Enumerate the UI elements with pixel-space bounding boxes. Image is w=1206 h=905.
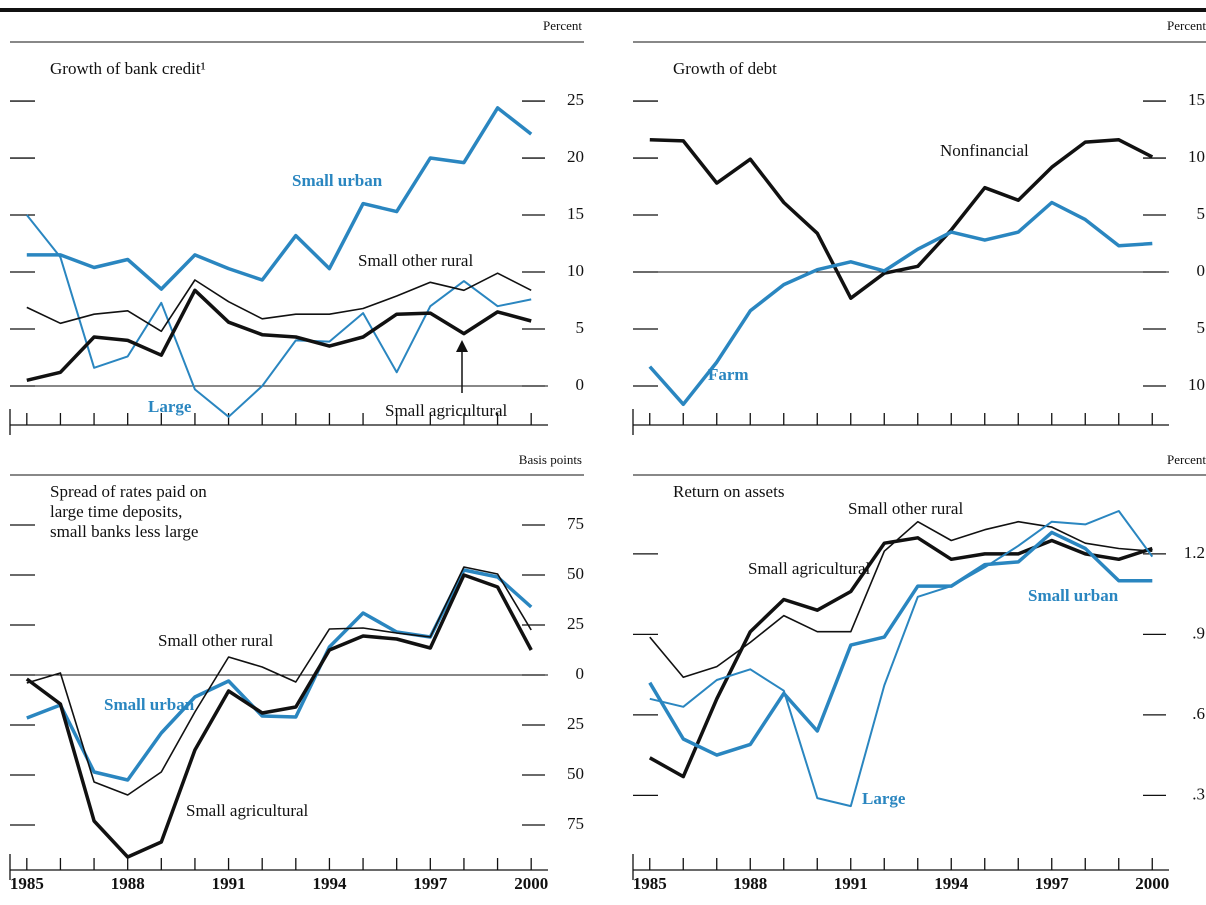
chart-title: small banks less large: [50, 522, 198, 541]
y-tick-label: 25: [567, 614, 584, 633]
series-line: [648, 200, 1153, 407]
series-line: [26, 288, 532, 383]
y-tick-label: 25: [567, 90, 584, 109]
x-tick-label: 1985: [633, 874, 667, 893]
series-label: Small urban: [104, 695, 195, 714]
x-tick-label: 1997: [1035, 874, 1070, 893]
series-label: Small agricultural: [385, 401, 508, 420]
chart-title: Return on assets: [673, 482, 784, 501]
series-line: [26, 106, 533, 291]
x-tick-label: 1991: [834, 874, 868, 893]
annotation-arrowhead: [456, 340, 468, 352]
series-label: Farm: [708, 365, 749, 384]
y-tick-label: 0: [576, 664, 585, 683]
y-tick-label: 75: [567, 814, 584, 833]
y-tick-label: 0: [1197, 261, 1206, 280]
y-tick-label: 0: [576, 375, 585, 394]
y-tick-label: 25: [567, 714, 584, 733]
y-tick-label: 75: [567, 514, 584, 533]
chart-title: large time deposits,: [50, 502, 182, 521]
series-line: [649, 138, 1154, 300]
chart-title: Growth of debt: [673, 59, 777, 78]
y-unit: Basis points: [519, 452, 582, 467]
series-label: Small agricultural: [186, 801, 309, 820]
series-label: Small other rural: [158, 631, 273, 650]
top-rule: [0, 8, 1206, 12]
x-tick-label: 1988: [733, 874, 767, 893]
y-tick-label: .6: [1192, 704, 1205, 723]
series-line: [25, 573, 533, 859]
x-tick-label: 1988: [111, 874, 145, 893]
series-line: [26, 214, 532, 418]
series-line: [648, 536, 1153, 779]
series-label: Large: [148, 397, 192, 416]
series-label: Small urban: [292, 171, 383, 190]
series-label: Large: [862, 789, 906, 808]
x-tick-label: 2000: [1135, 874, 1169, 893]
y-tick-label: 50: [567, 564, 584, 583]
x-tick-label: 1991: [212, 874, 246, 893]
series-line: [649, 510, 1154, 808]
y-tick-label: 10: [567, 261, 584, 280]
series-label: Nonfinancial: [940, 141, 1029, 160]
y-tick-label: 10: [1188, 147, 1205, 166]
x-tick-label: 1997: [413, 874, 448, 893]
series-line: [26, 566, 532, 796]
y-tick-label: 5: [576, 318, 585, 337]
y-tick-label: 10: [1188, 375, 1205, 394]
y-unit: Percent: [1167, 18, 1206, 33]
y-tick-label: 50: [567, 764, 584, 783]
y-tick-label: 5: [1197, 318, 1206, 337]
y-tick-label: .3: [1192, 784, 1205, 803]
y-unit: Percent: [543, 18, 582, 33]
series-line: [649, 520, 1153, 679]
chart-title: Growth of bank credit¹: [50, 59, 206, 78]
y-tick-label: .9: [1192, 623, 1205, 642]
x-tick-label: 1994: [312, 874, 347, 893]
series-label: Small agricultural: [748, 559, 871, 578]
x-tick-label: 1994: [934, 874, 969, 893]
series-label: Small other rural: [358, 251, 473, 270]
series-label: Small other rural: [848, 499, 963, 518]
series-line: [26, 272, 532, 333]
y-tick-label: 1.2: [1184, 543, 1205, 562]
y-unit: Percent: [1167, 452, 1206, 467]
y-tick-label: 15: [1188, 90, 1205, 109]
series-label: Small urban: [1028, 586, 1119, 605]
chart-title: Spread of rates paid on: [50, 482, 207, 501]
y-tick-label: 5: [1197, 204, 1206, 223]
y-tick-label: 15: [567, 204, 584, 223]
series-line: [648, 530, 1153, 757]
x-tick-label: 1985: [10, 874, 44, 893]
x-tick-label: 2000: [514, 874, 548, 893]
y-tick-label: 20: [567, 147, 584, 166]
